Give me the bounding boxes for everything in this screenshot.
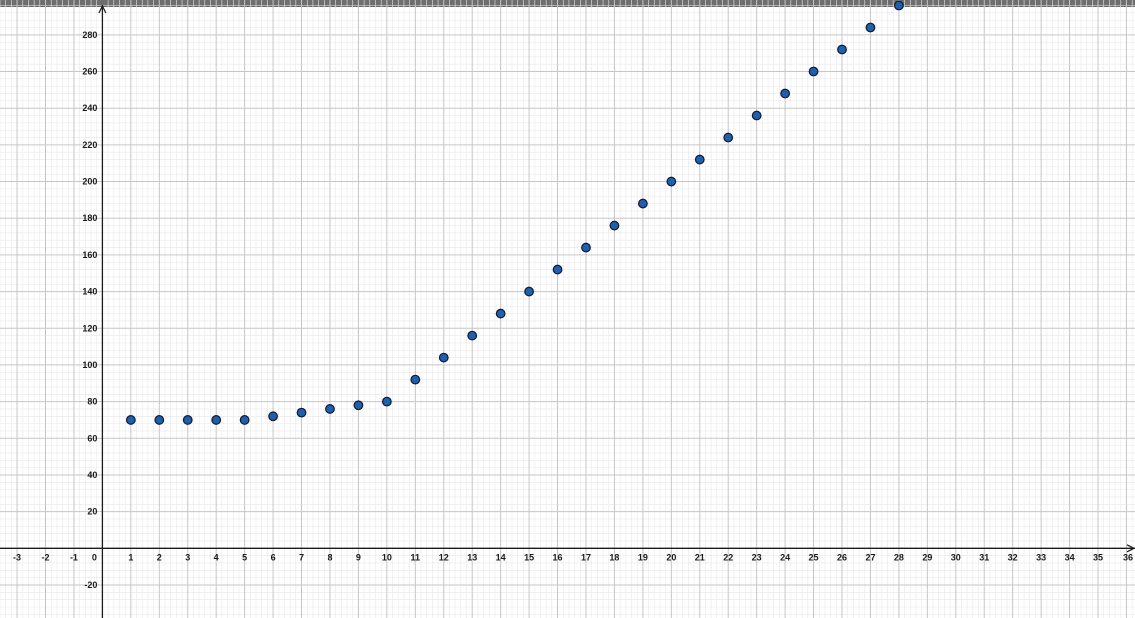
x-tick-label: 10: [382, 552, 392, 562]
x-tick-label: 12: [439, 552, 449, 562]
x-tick-labels: -3 -2 -1 1 2 3 4 5 6 7 8 9 10 11 12 13 14 15 16 17 18 19 20 21 2…: [13, 552, 1133, 562]
x-tick-label: 13: [467, 552, 477, 562]
y-tick-label: 280: [82, 30, 97, 40]
x-tick-label: 22: [723, 552, 733, 562]
y-axis-arrow: [98, 4, 107, 14]
x-tick-label: 35: [1093, 552, 1103, 562]
data-point: [666, 176, 677, 187]
y-tick-labels: -20 20 40 60 80 100 120 140 160 180 200 220 240 260 28…: [82, 30, 97, 590]
x-tick-label: 26: [837, 552, 847, 562]
data-point: [552, 264, 563, 275]
data-point: [182, 415, 193, 425]
y-tick-label: 240: [82, 103, 97, 113]
data-point: [780, 88, 791, 99]
x-tick-label: 7: [299, 552, 304, 562]
x-tick-label: 18: [609, 552, 619, 562]
data-point: [723, 132, 734, 143]
x-tick-label: 27: [865, 552, 875, 562]
data-point: [637, 198, 648, 209]
data-point: [211, 415, 222, 425]
x-tick-label: 34: [1065, 552, 1075, 562]
x-tick-label: 16: [553, 552, 563, 562]
x-tick-label: 5: [242, 552, 247, 562]
x-tick-label: 8: [327, 552, 332, 562]
x-tick-label: 21: [695, 552, 705, 562]
data-point: [837, 44, 847, 55]
data-point: [609, 220, 620, 231]
x-tick-label: 4: [214, 552, 219, 562]
data-point: [495, 308, 506, 319]
data-point: [751, 110, 762, 121]
x-tick-label: 17: [581, 552, 591, 562]
data-point: [865, 22, 876, 33]
data-point: [694, 154, 705, 165]
data-point: [410, 374, 421, 385]
data-point: [125, 415, 136, 425]
data-point: [467, 330, 478, 341]
x-tick-label: -1: [70, 552, 78, 562]
x-tick-label: 19: [638, 552, 648, 562]
data-point: [268, 411, 278, 422]
y-tick-label: 180: [82, 213, 97, 223]
x-tick-label: 11: [411, 552, 421, 562]
data-point: [524, 286, 534, 297]
y-tick-label: 160: [82, 250, 97, 260]
x-tick-label: 33: [1036, 552, 1046, 562]
x-tick-label: 31: [979, 552, 989, 562]
x-tick-label: -2: [42, 552, 50, 562]
x-tick-label: 32: [1008, 552, 1018, 562]
y-tick-label: 20: [87, 507, 97, 517]
x-tick-label: 28: [894, 552, 904, 562]
y-tick-label: 260: [82, 67, 97, 77]
x-axis-arrow: [1126, 544, 1135, 553]
y-tick-label: 120: [82, 323, 97, 333]
data-point: [325, 404, 335, 414]
y-tick-label: 100: [82, 360, 97, 370]
window-top-bar: [0, 0, 1135, 7]
data-points: [125, 0, 904, 425]
data-point: [438, 352, 449, 363]
data-point: [296, 407, 307, 418]
y-tick-label: 140: [82, 287, 97, 297]
x-tick-label: 14: [496, 552, 506, 562]
x-tick-label: 20: [666, 552, 676, 562]
x-tick-label: 9: [356, 552, 361, 562]
data-point: [893, 0, 904, 11]
x-tick-label: 2: [157, 552, 162, 562]
x-tick-label: 3: [185, 552, 190, 562]
y-tick-label: 40: [87, 470, 97, 480]
y-tick-label: 200: [82, 177, 97, 187]
x-tick-label: 15: [524, 552, 534, 562]
data-point: [808, 66, 819, 77]
x-tick-label: 29: [922, 552, 932, 562]
x-tick-label: 6: [271, 552, 276, 562]
data-point: [381, 396, 392, 407]
origin-label: 0: [92, 552, 97, 562]
y-tick-label: -20: [84, 580, 97, 590]
x-tick-label: 24: [780, 552, 790, 562]
axes: [0, 4, 1135, 618]
data-point: [154, 415, 165, 425]
data-point: [581, 242, 591, 253]
x-tick-label: -3: [13, 552, 21, 562]
data-point: [353, 400, 364, 411]
y-tick-label: 60: [87, 433, 97, 443]
x-tick-label: 23: [752, 552, 762, 562]
x-tick-label: 36: [1123, 552, 1133, 562]
y-tick-label: 80: [87, 397, 97, 407]
x-tick-label: 1: [128, 552, 133, 562]
y-tick-label: 220: [82, 140, 97, 150]
x-tick-label: 25: [809, 552, 819, 562]
data-point: [239, 415, 250, 425]
x-tick-label: 30: [951, 552, 961, 562]
